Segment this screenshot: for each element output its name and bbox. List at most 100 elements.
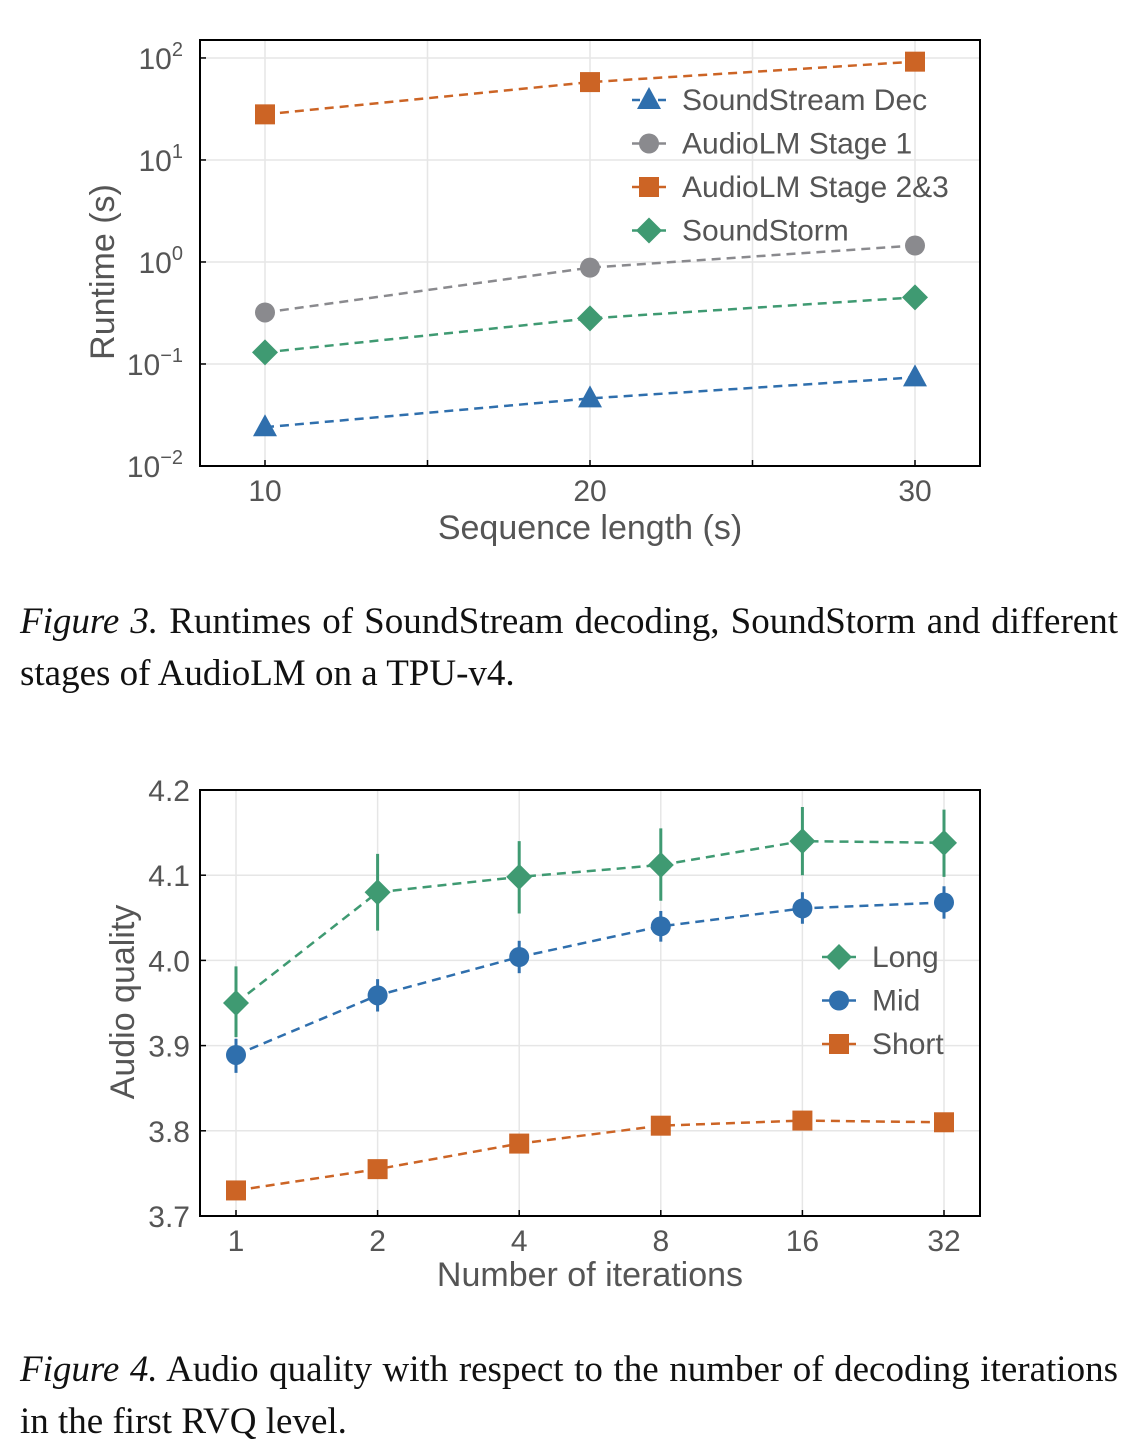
data-point	[931, 829, 957, 856]
data-point	[367, 1159, 388, 1180]
legend-marker	[636, 217, 662, 244]
figure-4: 1 2 4 8 16 32 3.7 3.8 3.9 4.0 4.1 4.2 Number of iter…	[0, 770, 1138, 1300]
series-soundstream-dec	[253, 364, 927, 437]
data-point	[509, 1133, 530, 1154]
legend-label: Long	[872, 941, 939, 974]
x-tick-label: 20	[573, 475, 606, 508]
legend-label: AudioLM Stage 1	[682, 128, 912, 161]
legend-item-audiolm-stage-1: AudioLM Stage 1	[632, 128, 912, 161]
y-tick-label: 4.0	[148, 945, 190, 978]
y-tick-label: 4.1	[148, 860, 190, 893]
data-point	[223, 990, 249, 1016]
figure-3-label: Figure 3.	[20, 601, 159, 642]
legend-marker	[639, 177, 659, 197]
y-tick-label: 10−2	[127, 447, 183, 484]
x-tick-label: 4	[511, 1225, 528, 1258]
data-point	[364, 879, 391, 906]
x-tick-label: 10	[248, 475, 281, 508]
data-point	[578, 385, 602, 408]
series-line	[264, 296, 916, 354]
data-point	[903, 364, 927, 387]
series-group	[223, 807, 957, 1201]
x-tick-label: 1	[228, 1225, 245, 1258]
y-axis-label: Audio quality	[104, 905, 142, 1100]
series-short	[226, 1110, 954, 1201]
audio-quality-chart: 1 2 4 8 16 32 3.7 3.8 3.9 4.0 4.1 4.2 Number of iter…	[104, 775, 981, 1294]
legend-label: SoundStream Dec	[682, 84, 927, 117]
y-tick-label: 10−1	[127, 345, 183, 382]
legend-item-soundstorm: SoundStorm	[632, 215, 849, 248]
x-tick-label: 2	[369, 1225, 386, 1258]
data-point	[580, 257, 600, 278]
runtime-chart: 10 20 30 102 101 100 10−1 10−2 Sequence length (…	[84, 39, 981, 547]
figure-4-label: Figure 4.	[20, 1349, 158, 1390]
legend-item-audiolm-stage-2-3: AudioLM Stage 2&3	[632, 171, 949, 204]
legend-label: Mid	[872, 985, 920, 1018]
legend: SoundStream Dec AudioLM Stage 1 AudioLM St…	[632, 84, 949, 248]
series-group	[252, 51, 928, 437]
y-tick-label: 101	[139, 141, 184, 178]
data-point	[226, 1180, 246, 1201]
plot-frame	[199, 789, 981, 1217]
data-point	[255, 104, 275, 125]
legend-item-long: Long	[822, 941, 939, 974]
legend-marker	[826, 944, 852, 970]
series-audiolm-stage-1	[255, 235, 925, 323]
y-tick-label: 100	[139, 243, 184, 280]
figure-4-caption: Figure 4. Audio quality with respect to …	[20, 1344, 1118, 1448]
legend-item-soundstream-dec: SoundStream Dec	[632, 84, 927, 117]
data-point	[226, 1044, 246, 1065]
figure-3-text: Runtimes of SoundStream decoding, SoundS…	[20, 601, 1118, 694]
grid	[200, 789, 980, 1217]
series-line	[235, 839, 945, 1004]
data-point	[934, 1112, 954, 1133]
data-point	[792, 1110, 813, 1131]
x-ticks: 1 2 4 8 16 32	[228, 1210, 961, 1258]
legend-item-short: Short	[822, 1028, 944, 1061]
y-tick-label: 3.7	[148, 1201, 190, 1234]
series-long	[223, 807, 957, 1038]
x-axis-label: Number of iterations	[437, 1256, 743, 1294]
series-soundstorm	[252, 284, 928, 366]
legend-marker	[829, 990, 849, 1011]
data-point	[509, 946, 530, 967]
series-line	[235, 901, 945, 1057]
figure-4-text: Audio quality with respect to the number…	[20, 1349, 1118, 1442]
y-tick-label: 3.9	[148, 1031, 190, 1064]
x-tick-label: 32	[927, 1225, 960, 1258]
data-point	[905, 51, 925, 72]
data-point	[506, 863, 533, 890]
data-point	[905, 235, 925, 256]
data-point	[367, 985, 388, 1006]
x-tick-label: 30	[898, 475, 931, 508]
legend-marker	[637, 87, 661, 109]
data-point	[789, 828, 816, 855]
legend-label: Short	[872, 1028, 944, 1061]
y-ticks: 3.7 3.8 3.9 4.0 4.1 4.2	[148, 775, 206, 1234]
legend-marker	[829, 1034, 849, 1054]
y-tick-label: 3.8	[148, 1116, 190, 1149]
y-axis-label: Runtime (s)	[84, 184, 122, 360]
series-mid	[226, 886, 954, 1073]
legend: Long Mid Short	[822, 941, 944, 1061]
data-point	[650, 1115, 671, 1136]
legend-label: AudioLM Stage 2&3	[682, 171, 949, 204]
legend-label: SoundStorm	[682, 215, 849, 248]
data-point	[252, 339, 278, 366]
legend-item-mid: Mid	[822, 985, 920, 1018]
figure-3-caption: Figure 3. Runtimes of SoundStream decodi…	[20, 596, 1118, 700]
legend-marker	[639, 133, 659, 154]
x-tick-label: 8	[652, 1225, 669, 1258]
y-tick-label: 4.2	[148, 775, 190, 808]
series-line	[264, 376, 916, 429]
data-point	[792, 898, 813, 919]
series-line	[264, 60, 916, 116]
data-point	[255, 302, 275, 323]
series-audiolm-stage-2-3	[255, 51, 925, 125]
data-point	[902, 284, 928, 311]
data-point	[253, 414, 277, 437]
y-tick-label: 102	[139, 39, 184, 76]
x-ticks: 10 20 30	[248, 460, 932, 508]
x-axis-label: Sequence length (s)	[438, 509, 742, 547]
data-point	[577, 305, 603, 332]
